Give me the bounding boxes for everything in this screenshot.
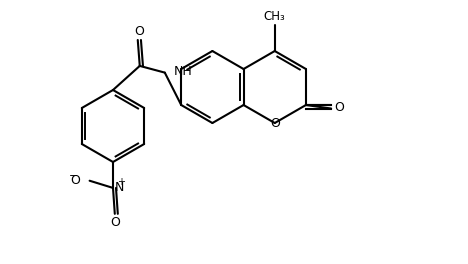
Text: O: O <box>71 174 80 187</box>
Text: N: N <box>115 181 124 194</box>
Text: NH: NH <box>174 65 192 78</box>
Text: O: O <box>334 101 344 114</box>
Text: +: + <box>117 177 125 187</box>
Text: −: − <box>69 171 78 181</box>
Text: O: O <box>270 116 280 130</box>
Text: O: O <box>134 25 144 38</box>
Text: CH₃: CH₃ <box>264 10 285 23</box>
Text: O: O <box>110 216 120 229</box>
